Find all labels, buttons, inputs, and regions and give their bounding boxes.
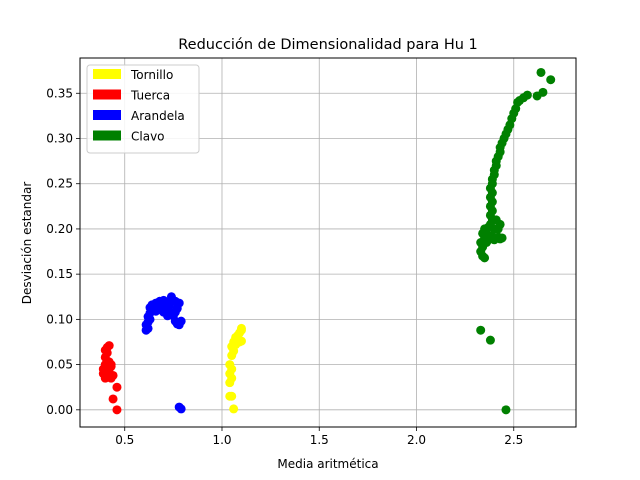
x-tick-label: 1.0 (212, 433, 231, 447)
x-tick-label: 0.5 (115, 433, 134, 447)
point-clavo (497, 233, 507, 243)
y-tick-label: 0.15 (46, 267, 73, 281)
point-tuerca (108, 394, 118, 404)
point-clavo (536, 67, 546, 77)
point-tuerca (112, 382, 122, 392)
point-clavo (485, 335, 495, 345)
point-clavo (538, 87, 548, 97)
point-arandela (149, 303, 159, 313)
chart-title: Reducción de Dimensionalidad para Hu 1 (178, 37, 478, 53)
plot-frame (79, 57, 577, 428)
legend-label-tuerca: Tuerca (130, 89, 170, 103)
point-tuerca (106, 360, 116, 370)
point-tornillo (229, 404, 239, 414)
point-tornillo (227, 391, 237, 401)
legend-swatch-tuerca (93, 89, 121, 100)
y-axis-label: Desviación estandar (20, 182, 34, 305)
y-tick-label: 0.05 (46, 358, 73, 372)
legend-swatch-arandela (93, 110, 121, 120)
x-tick-label: 2.0 (407, 433, 426, 447)
point-arandela (176, 404, 186, 414)
point-arandela (176, 316, 186, 326)
legend-swatch-clavo (93, 130, 121, 141)
x-axis-label: Media aritmética (277, 457, 378, 471)
legend-label-tornillo: Tornillo (130, 68, 173, 82)
y-tick-label: 0.30 (46, 131, 73, 145)
point-tornillo (236, 323, 246, 333)
point-tornillo (225, 360, 235, 370)
x-tick-label: 1.5 (310, 433, 329, 447)
x-tick-label: 2.5 (504, 433, 523, 447)
point-tuerca (112, 405, 122, 415)
point-clavo (546, 75, 556, 85)
y-tick-label: 0.10 (46, 312, 73, 326)
legend-label-arandela: Arandela (131, 109, 185, 123)
point-clavo (476, 325, 486, 335)
data-points (98, 67, 556, 415)
legend-label-clavo: Clavo (131, 130, 165, 144)
x-axis-ticks: 0.5 1.0 1.5 2.0 2.5 (115, 427, 523, 447)
point-tuerca (104, 341, 114, 351)
point-clavo (501, 405, 511, 415)
y-tick-label: 0.35 (46, 86, 73, 100)
y-axis-ticks: 0.00 0.05 0.10 0.15 0.20 0.25 0.30 0.35 (46, 86, 80, 417)
legend: Tornillo Tuerca Arandela Clavo (86, 64, 200, 154)
point-clavo (522, 90, 532, 100)
y-tick-label: 0.20 (46, 222, 73, 236)
y-tick-label: 0.00 (46, 403, 73, 417)
point-arandela (164, 307, 174, 317)
legend-swatch-tornillo (93, 69, 121, 79)
y-tick-label: 0.25 (46, 177, 73, 191)
